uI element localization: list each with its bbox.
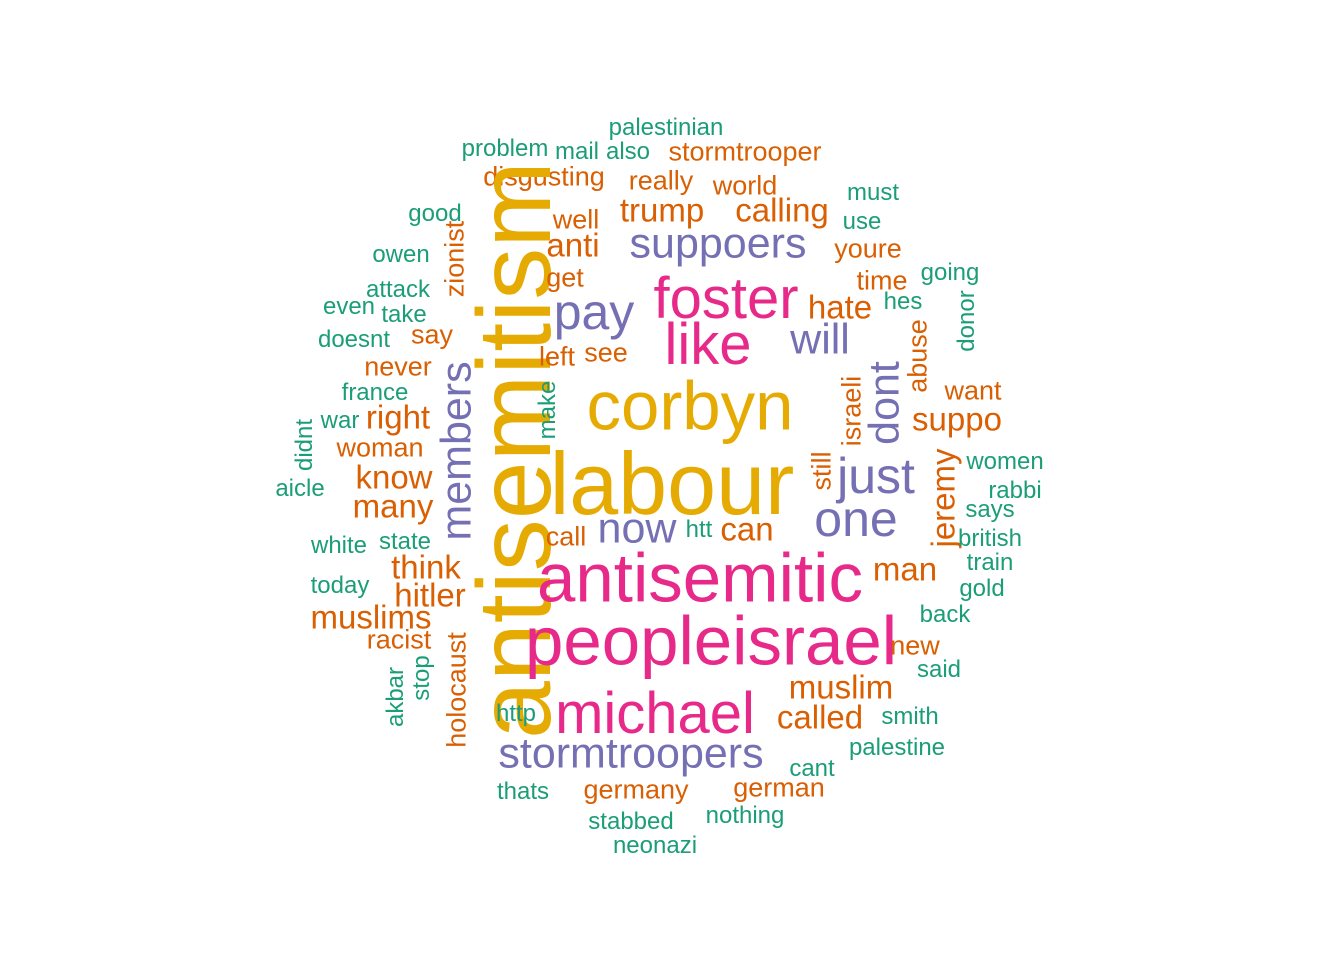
word-foster: foster [653,266,799,331]
word-good: good [408,200,462,227]
word-time: time [856,265,908,296]
word-british: british [957,525,1023,552]
word-just: just [837,448,915,504]
word-pay: pay [553,284,635,340]
word-suppo: suppo [912,400,1002,438]
word-going: going [920,259,980,286]
word-youre: youre [834,233,902,264]
word-see: see [584,337,628,368]
word-rabbi: rabbi [988,477,1042,504]
word-hitler: hitler [394,576,466,614]
word-palestine: palestine [848,734,946,761]
word-disgusting: disgusting [483,161,605,192]
word-also: also [605,138,651,165]
word-owen: owen [372,241,430,268]
word-war: war [320,407,360,434]
word-must: must [846,179,900,206]
word-back: back [919,601,971,628]
word-german: german [733,772,825,803]
word-left: left [538,341,576,372]
word-call: call [545,521,587,552]
word-stormtroopers: stormtroopers [498,729,764,778]
word-will: will [790,315,850,364]
word-suppoers: suppoers [629,219,807,268]
word-corbyn: corbyn [586,367,794,445]
word-called: called [776,698,864,736]
word-doesnt: doesnt [317,326,391,353]
word-now: now [597,504,677,553]
word-state: state [378,528,432,555]
word-one: one [814,491,898,547]
word-still: still [806,451,837,491]
word-says: says [965,496,1015,523]
word-labour: labour [549,434,795,533]
word-holocaust: holocaust [441,632,472,748]
word-white: white [310,532,368,559]
word-hes: hes [883,288,923,315]
word-today: today [310,572,370,599]
word-attack: attack [365,276,431,303]
word-antisemitic: antisemitic [537,539,863,617]
word-michael: michael [555,681,755,746]
word-stormtrooper: stormtrooper [668,136,822,167]
word-think: think [391,548,461,586]
word-neonazi: neonazi [612,832,698,859]
word-stop: stop [408,655,435,701]
word-muslims: muslims [310,598,432,636]
word-take: take [381,301,427,328]
word-dont: dont [860,361,909,445]
word-new: new [890,630,940,661]
word-many: many [352,487,434,525]
word-germany: germany [583,774,689,805]
word-calling: calling [735,191,829,229]
word-woman: woman [336,432,424,463]
word-anti: anti [546,226,600,264]
word-peopleisrael: peopleisrael [524,602,898,680]
word-gold: gold [959,575,1005,602]
word-smith: smith [881,703,939,730]
word-problem: problem [461,135,549,162]
word-never: never [364,351,432,382]
word-jeremy: jeremy [924,448,962,548]
word-cant: cant [789,755,835,782]
word-hate: hate [807,288,873,326]
word-akbar: akbar [382,666,409,728]
word-can: can [720,510,774,548]
word-france: france [341,379,409,406]
word-http: http [495,700,537,727]
word-right: right [365,398,431,436]
word-want: want [944,375,1002,406]
word-didnt: didnt [291,418,318,472]
word-donor: donor [953,290,980,352]
word-stabbed: stabbed [588,808,674,835]
word-like: like [664,312,752,377]
word-know: know [355,458,433,496]
word-train: train [966,549,1014,576]
word-nothing: nothing [705,802,785,829]
word-mail: mail [554,138,600,165]
word-man: man [872,550,938,588]
word-even: even [322,293,376,320]
word-abuse: abuse [902,319,933,393]
word-get: get [546,262,584,293]
word-muslim: muslim [788,668,894,706]
word-aicle: aicle [275,475,325,502]
word-israeli: israeli [836,375,867,447]
word-world: world [712,170,778,201]
word-use: use [842,208,882,235]
word-really: really [628,165,694,196]
word-make: make [534,380,561,440]
word-palestinian: palestinian [608,114,724,141]
word-racist: racist [366,624,432,655]
word-members: members [432,361,481,541]
word-said: said [916,656,962,683]
word-htt: htt [685,516,713,543]
word-women: women [966,448,1044,475]
word-thats: thats [496,778,550,805]
word-well: well [552,204,600,235]
word-say: say [410,319,454,350]
word-trump: trump [619,191,705,229]
